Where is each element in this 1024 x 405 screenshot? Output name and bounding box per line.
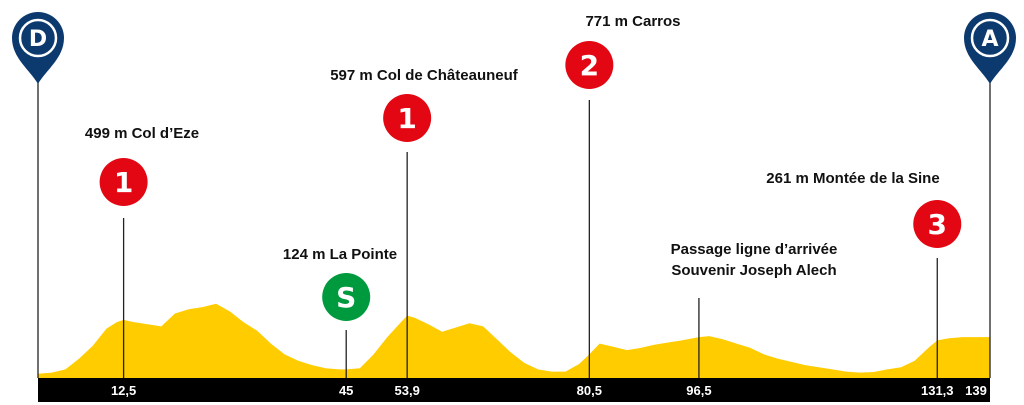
badge-label: 1: [114, 166, 133, 199]
axis-bar: [38, 378, 990, 402]
sprint-badge: [322, 273, 371, 321]
marker-label: 771 m Carros: [585, 13, 680, 30]
climb-badge: [383, 94, 432, 142]
marker-12-5: 1 499 m Col d’Eze: [85, 125, 199, 378]
tick-label: 131,3: [921, 383, 954, 398]
climb-badge: [99, 158, 148, 206]
marker-label-2: Souvenir Joseph Alech: [671, 262, 836, 279]
distance-axis: 12,5 45 53,9 80,5 96,5 131,3 139: [38, 378, 990, 402]
climb-badge: [913, 200, 962, 248]
badge-label: 1: [397, 102, 416, 135]
finish-pin: A: [964, 12, 1016, 378]
location-pin-icon: [12, 12, 64, 84]
marker-label: Passage ligne d’arrivée: [671, 241, 838, 258]
pin-ring: [970, 18, 1010, 58]
marker-131-3: 3 261 m Montée de la Sine: [766, 170, 962, 378]
badge-label: 3: [928, 208, 947, 241]
marker-label: 597 m Col de Châteauneuf: [330, 67, 519, 84]
tick-label: 80,5: [577, 383, 602, 398]
tick-label: 53,9: [395, 383, 420, 398]
pin-label: A: [981, 27, 998, 52]
badge-label: S: [336, 281, 356, 314]
tick-label: 96,5: [686, 383, 711, 398]
marker-layer: 1 499 m Col d’Eze S 124 m La Pointe 1 597 m C…: [85, 13, 962, 378]
marker-53-9: 1 597 m Col de Châteauneuf: [330, 67, 519, 378]
marker-45: S 124 m La Pointe: [283, 246, 397, 378]
location-pin-icon: [964, 12, 1016, 84]
elevation-area: [38, 303, 990, 378]
marker-80-5: 2 771 m Carros: [565, 13, 681, 378]
tick-label: 139: [965, 383, 987, 398]
pin-label: D: [29, 27, 47, 52]
start-pin: D: [12, 12, 64, 378]
tick-label: 12,5: [111, 383, 136, 398]
elevation-area-layer: [38, 303, 990, 378]
pin-ring: [18, 18, 58, 58]
marker-label: 261 m Montée de la Sine: [766, 170, 939, 187]
climb-badge: [565, 41, 614, 89]
marker-96-5: Passage ligne d’arrivée Souvenir Joseph A…: [671, 241, 838, 378]
badge-label: 2: [580, 49, 599, 82]
marker-label: 499 m Col d’Eze: [85, 125, 199, 142]
marker-label: 124 m La Pointe: [283, 246, 397, 263]
tick-label: 45: [339, 383, 353, 398]
